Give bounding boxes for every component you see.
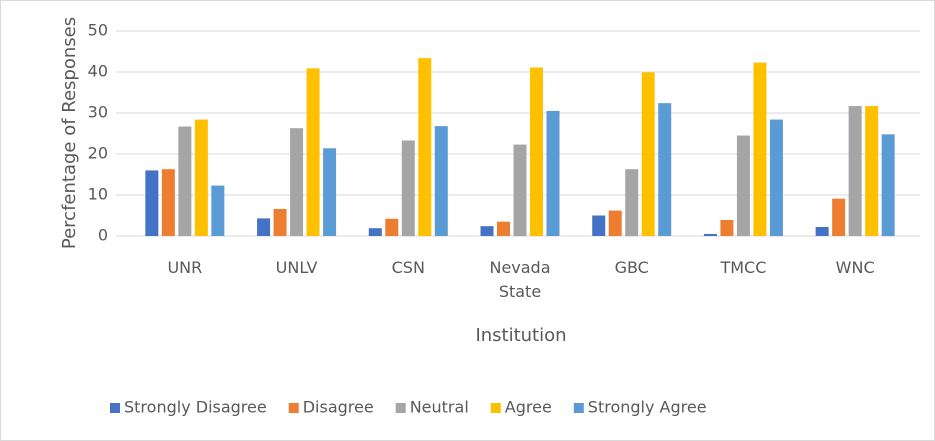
bar	[480, 226, 494, 236]
x-tick-label: UNLV	[275, 258, 318, 277]
legend-label: Disagree	[303, 398, 374, 417]
x-tick-label: WNC	[835, 258, 875, 277]
bar	[608, 210, 622, 236]
legend-swatch	[395, 403, 406, 413]
bar	[178, 126, 192, 236]
legend-label: Neutral	[410, 398, 469, 417]
bar	[290, 128, 304, 236]
x-tick-label: TMCC	[720, 258, 767, 277]
bar	[401, 140, 415, 236]
legend-swatch	[288, 403, 299, 413]
bar	[257, 218, 271, 236]
bar	[497, 221, 510, 236]
legend-label: Agree	[505, 398, 552, 417]
legend-swatch	[573, 403, 584, 413]
legend-label: Strongly Disagree	[124, 398, 267, 417]
bar	[161, 169, 175, 236]
y-tick-label: 50	[88, 21, 108, 40]
bar	[323, 148, 337, 236]
y-tick-label: 0	[98, 226, 108, 245]
bar	[753, 62, 767, 236]
bar	[625, 169, 639, 236]
bar	[385, 218, 399, 236]
bar	[848, 106, 862, 236]
x-tick-label: CSN	[391, 258, 425, 277]
bar	[592, 215, 606, 236]
bar	[530, 67, 543, 237]
bar	[434, 126, 448, 236]
bar	[513, 144, 527, 236]
bar	[815, 226, 829, 236]
bar	[273, 208, 287, 236]
legend-label: Strongly Agree	[588, 398, 707, 417]
x-axis-title: Institution	[475, 325, 566, 346]
bar	[736, 135, 750, 236]
bar	[546, 110, 560, 236]
bar	[769, 119, 783, 236]
y-tick-label: 10	[88, 185, 108, 204]
legend-swatch	[110, 403, 120, 413]
bar	[865, 106, 879, 236]
y-axis-title: Percfentage of Responses	[59, 17, 80, 249]
bar	[211, 185, 225, 236]
legend-swatch	[490, 403, 501, 413]
x-tick-label: Nevada State	[489, 258, 551, 301]
x-tick-label: UNR	[167, 258, 203, 277]
y-tick-label: 20	[88, 144, 108, 163]
bar	[658, 103, 672, 236]
bar	[641, 72, 655, 236]
bar	[194, 119, 208, 236]
bar	[832, 198, 846, 236]
bar	[881, 134, 895, 236]
bar	[703, 233, 717, 236]
y-tick-label: 40	[88, 62, 108, 81]
bar	[306, 68, 320, 236]
y-tick-label: 30	[88, 103, 108, 122]
bar	[418, 58, 432, 237]
x-tick-label: GBC	[614, 258, 649, 277]
bar	[720, 220, 734, 236]
bar	[368, 228, 382, 236]
bar	[145, 170, 159, 236]
